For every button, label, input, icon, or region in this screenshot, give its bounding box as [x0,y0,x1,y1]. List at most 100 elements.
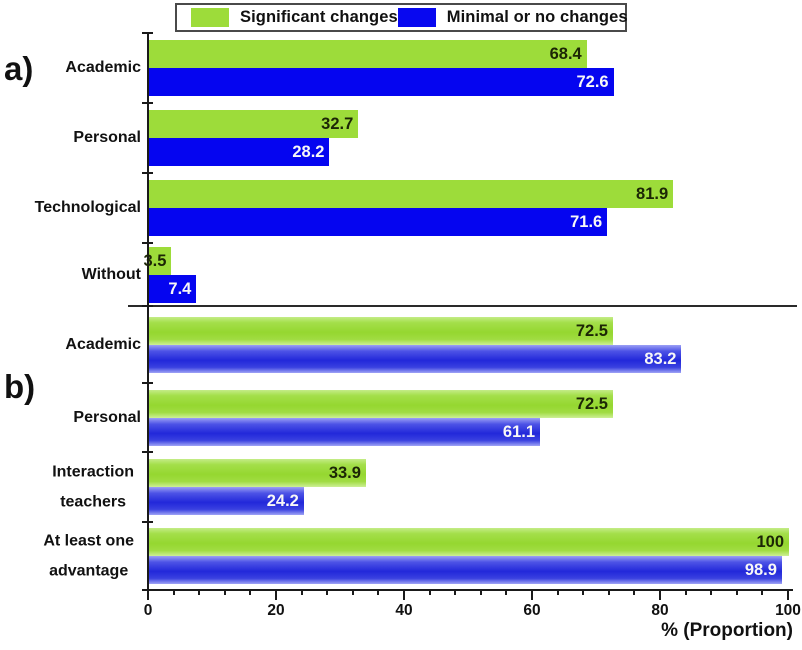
x-axis-minor-tick [735,589,738,595]
x-axis-minor-tick [454,589,457,595]
y-axis-tick [142,102,153,104]
bar-value-significant: 100 [756,533,784,551]
category-label-line: Personal [73,129,141,147]
bar-minimal: 61.1 [149,417,541,446]
x-axis-minor-tick [300,589,303,595]
bar-value-significant: 68.4 [549,45,582,63]
x-axis-minor-tick [351,589,354,595]
legend-item-significant: Significant changes [191,8,398,27]
category-label: At least one advantage [43,526,134,585]
bar-significant: 32.7 [149,110,359,138]
bar-significant: 33.9 [149,459,366,487]
y-axis-tick [142,382,153,384]
y-axis-tick [142,242,153,244]
bar-significant: 100 [149,528,789,556]
bar-minimal: 24.2 [149,487,304,515]
bar-value-minimal: 61.1 [502,422,536,441]
x-axis-minor-tick [761,589,764,595]
category-label-line: Academic [65,59,141,77]
bar-value-minimal: 98.9 [744,561,777,579]
x-axis-line [147,589,793,591]
category-label: Technological [35,193,141,223]
y-axis-tick [142,32,153,34]
bar-minimal: 71.6 [149,208,608,236]
bar-value-significant: 32.7 [321,115,354,133]
legend-label-minimal: Minimal or no changes [446,8,628,26]
x-axis-minor-tick [684,589,687,595]
x-axis-minor-tick [249,589,252,595]
category-label: Interaction teachers [52,457,134,516]
x-axis-major-tick [787,589,789,600]
x-axis-minor-tick [505,589,508,595]
bar-value-minimal: 72.6 [576,73,609,91]
y-axis-tick [142,172,153,174]
x-axis-minor-tick [223,589,226,595]
bar-minimal: 7.4 [149,274,197,303]
bar-significant: 3.5 [143,246,172,275]
category-label: Without [82,260,141,290]
x-axis-minor-tick [172,589,175,595]
panel-letter-b: b) [4,368,36,405]
category-label: Personal [73,403,141,433]
bar-minimal: 28.2 [149,138,330,166]
category-label-line: teachers [60,493,127,510]
x-axis-title: % (Proportion) [661,620,793,641]
legend-swatch-significant-icon [191,8,229,27]
category-label: Academic [65,330,141,360]
x-axis-major-tick [275,589,277,600]
y-axis-tick [142,305,153,307]
legend-item-minimal: Minimal or no changes [397,8,628,27]
bar-minimal: 72.6 [149,68,614,96]
x-axis-tick-label: 100 [775,602,801,619]
bar-significant: 68.4 [149,40,587,68]
bar-significant: 72.5 [149,316,613,345]
bar-value-minimal: 28.2 [292,143,325,161]
category-label-line: Academic [65,335,141,353]
category-label-line: Personal [73,408,141,426]
bar-value-significant: 33.9 [328,464,361,482]
category-label-line: Interaction [52,463,134,481]
y-axis-tick [142,451,153,453]
category-label: Academic [65,53,141,83]
bar-minimal: 98.9 [149,556,782,584]
bar-value-minimal: 24.2 [266,492,299,510]
x-axis-major-tick [531,589,533,600]
x-axis-minor-tick [607,589,610,595]
x-axis-tick-label: 0 [143,602,153,619]
chart-legend: Significant changes Minimal or no change… [175,3,628,32]
bar-minimal: 83.2 [149,344,682,373]
bar-value-significant: 81.9 [636,185,669,203]
bar-significant: 81.9 [149,180,674,208]
bar-significant: 72.5 [149,389,613,418]
category-label-line: At least one [43,532,134,550]
x-axis-minor-tick [710,589,713,595]
category-label-line: Without [81,265,141,283]
x-axis-tick-label: 80 [651,602,669,619]
x-axis-minor-tick [633,589,636,595]
y-axis-line [147,33,149,591]
legend-swatch-minimal-icon [397,8,436,27]
bar-value-significant: 72.5 [575,394,608,413]
bar-value-minimal: 7.4 [168,279,192,298]
bar-value-significant: 72.5 [575,321,608,340]
x-axis-tick-label: 20 [267,602,285,619]
x-axis-minor-tick [377,589,380,595]
x-axis-minor-tick [582,589,585,595]
x-axis-minor-tick [198,589,201,595]
x-axis-minor-tick [556,589,559,595]
x-axis-minor-tick [428,589,431,595]
x-axis-major-tick [403,589,405,600]
bar-value-significant: 3.5 [143,251,167,270]
category-label-line: Technological [34,199,141,217]
x-axis-minor-tick [326,589,329,595]
x-axis-major-tick [147,589,149,600]
x-axis-tick-label: 60 [523,602,541,619]
panel-letter-a: a) [4,50,34,87]
legend-label-significant: Significant changes [240,8,398,26]
category-label: Personal [73,123,141,153]
bar-value-minimal: 83.2 [644,349,677,368]
panel-divider-line [128,305,797,307]
x-axis-major-tick [659,589,661,600]
x-axis-minor-tick [479,589,482,595]
